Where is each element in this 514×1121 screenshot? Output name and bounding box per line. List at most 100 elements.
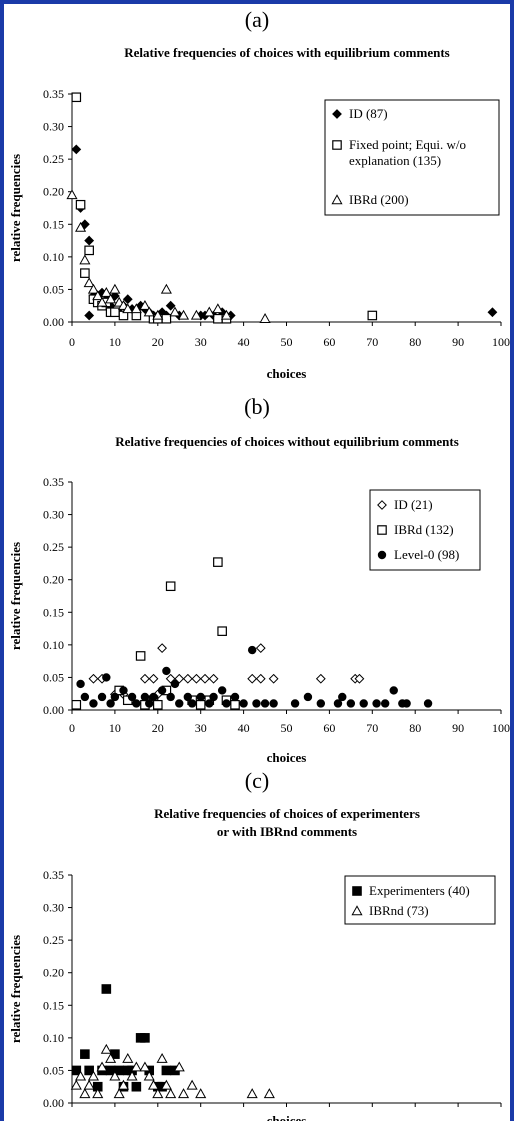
data-point [84,1065,94,1076]
legend-marker [331,194,343,205]
data-point [186,1079,198,1090]
data-point [130,1061,142,1072]
data-point [122,1052,134,1063]
panel-label: (c) [245,768,269,793]
data-point [157,643,167,654]
y-tick-label: 0.20 [43,966,64,980]
x-tick-label: 60 [323,335,335,349]
data-point [75,221,87,232]
y-tick-label: 0.25 [43,540,64,554]
data-point [80,692,90,702]
x-tick-label: 40 [238,721,250,735]
y-tick-label: 0.25 [43,933,64,947]
data-point [212,303,224,314]
data-point [122,303,134,314]
y-tick-label: 0.15 [43,605,64,619]
x-tick-label: 50 [281,335,293,349]
data-point [165,300,176,311]
data-point [160,283,172,294]
y-tick-label: 0.25 [43,152,64,166]
data-point [153,699,163,710]
chart-title: Relative frequencies of choices of exper… [154,806,420,821]
x-tick-label: 20 [152,335,164,349]
data-point [71,92,82,103]
y-axis-label: relative frequencies [8,935,23,1043]
data-point [191,673,202,684]
chart-title: Relative frequencies of choices without … [115,434,459,449]
data-point [263,1088,275,1099]
data-point [127,692,137,702]
data-point [160,1079,172,1090]
legend: ID (21) IBRd (132) Level-0 (98) [369,489,481,571]
data-point [389,686,398,695]
data-point [83,1079,95,1090]
data-point [367,310,378,321]
legend-marker [352,886,362,896]
data-point [487,307,498,318]
legend-label: ID (87) [349,106,388,121]
data-point [96,296,108,307]
data-point [255,673,266,684]
legend-marker [351,905,363,916]
y-tick-label: 0.05 [43,1063,64,1077]
data-point [177,1088,190,1099]
data-point [247,673,258,684]
data-point [109,1070,121,1081]
data-point [135,651,146,661]
x-tick-label: 90 [452,335,464,349]
data-point [113,1088,125,1099]
data-point [79,254,91,265]
data-point [423,699,433,708]
data-point [122,294,133,305]
y-tick-label: 0.35 [43,868,64,882]
data-point [372,699,381,708]
y-tick-label: 0.10 [43,1031,64,1045]
data-point [75,1070,87,1081]
y-tick-label: 0.05 [43,670,64,684]
y-tick-label: 0.05 [43,282,64,296]
data-point [140,673,150,684]
data-point [88,673,99,684]
legend-marker [332,140,342,150]
x-tick-label: 10 [109,721,121,735]
data-point [222,699,231,708]
x-tick-label: 50 [281,721,293,735]
series [71,984,180,1092]
data-point [203,306,215,317]
x-axis-label: choices [267,1113,307,1121]
data-point [102,673,111,682]
data-point [195,699,206,710]
data-point [315,673,326,684]
data-point [260,699,270,708]
x-axis-label: choices [267,750,307,765]
data-point [166,692,175,702]
data-point [79,1088,91,1099]
data-point [290,699,300,708]
data-point [156,1052,168,1063]
data-point [230,692,240,702]
data-point [149,692,158,702]
legend-box [324,99,500,216]
data-point [380,699,390,708]
data-point [100,1043,112,1054]
series [70,1043,275,1099]
data-point [84,310,95,321]
data-point [190,309,202,320]
series [76,645,433,708]
data-point [100,286,112,297]
legend-label: Fixed point; Equi. w/o explanation (135) [349,137,466,168]
data-point [152,1088,164,1099]
x-tick-label: 70 [366,721,378,735]
y-tick-label: 0.15 [43,998,64,1012]
data-point [140,1033,150,1043]
x-tick-label: 100 [492,721,510,735]
chart-panel: (b) Relative frequencies of choices witho… [8,394,510,765]
y-tick-label: 0.15 [43,217,64,231]
legend-label: Level-0 (98) [394,547,459,562]
data-point [66,189,78,200]
data-point [183,692,193,702]
data-point [161,1065,172,1076]
legend-marker [377,500,387,510]
